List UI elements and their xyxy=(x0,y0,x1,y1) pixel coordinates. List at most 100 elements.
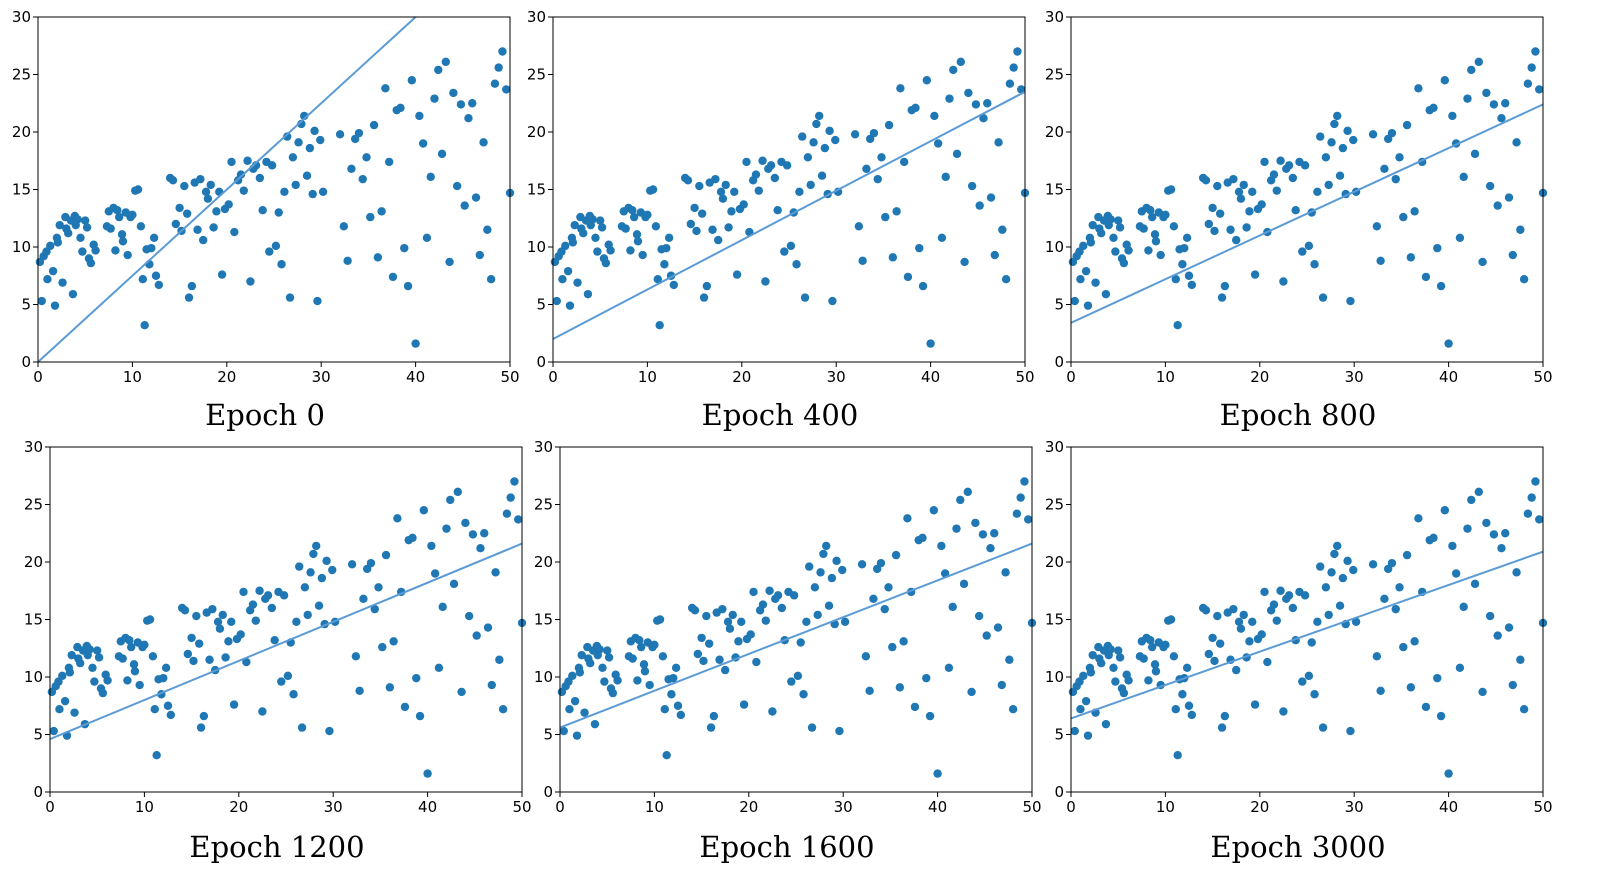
y-tick-label: 25 xyxy=(1045,496,1064,514)
data-point xyxy=(956,57,966,67)
data-point xyxy=(1399,642,1408,652)
y-tick-label: 25 xyxy=(1045,66,1064,84)
data-point xyxy=(209,223,218,232)
data-point xyxy=(227,617,236,626)
data-point xyxy=(117,230,127,239)
data-point xyxy=(1372,222,1382,231)
data-point xyxy=(1346,296,1355,306)
x-tick-label: 10 xyxy=(135,798,154,816)
data-point xyxy=(596,216,605,225)
data-point xyxy=(434,663,444,672)
data-point xyxy=(686,219,696,229)
y-tick-label: 0 xyxy=(33,783,43,801)
y-tick-label: 15 xyxy=(1045,611,1064,629)
data-point xyxy=(699,656,708,666)
data-point xyxy=(1229,604,1238,614)
data-point xyxy=(903,514,912,523)
data-point xyxy=(1245,637,1254,646)
x-tick-label: 0 xyxy=(1066,798,1076,816)
data-point xyxy=(1455,233,1465,242)
data-point xyxy=(1516,655,1525,664)
data-point xyxy=(230,227,239,237)
data-point xyxy=(810,583,820,592)
data-point xyxy=(1151,667,1161,676)
data-point xyxy=(692,226,701,236)
data-point xyxy=(1489,100,1499,109)
data-point xyxy=(645,680,654,690)
data-point xyxy=(1333,541,1342,551)
scatter-plot: 0 10 20 30 40 50 0 5 10 15 20 25 30 xyxy=(1045,8,1553,386)
data-point xyxy=(786,241,796,251)
data-point xyxy=(655,615,665,624)
data-point xyxy=(94,653,104,662)
data-point xyxy=(93,646,102,655)
x-tick-label: 50 xyxy=(1533,368,1552,386)
data-point xyxy=(600,677,609,686)
data-point xyxy=(990,250,999,260)
data-point xyxy=(598,663,607,672)
data-point xyxy=(636,642,646,652)
x-tick-label: 20 xyxy=(732,368,751,386)
data-point xyxy=(926,339,935,348)
data-point xyxy=(147,243,156,253)
data-point xyxy=(660,705,669,714)
data-point xyxy=(280,187,289,196)
data-point xyxy=(782,161,792,170)
data-point xyxy=(468,99,477,108)
fit-line xyxy=(560,542,1032,729)
data-point xyxy=(739,700,749,709)
data-point xyxy=(480,529,489,538)
data-point xyxy=(650,640,659,649)
y-tick-label: 5 xyxy=(21,296,31,314)
data-point xyxy=(1210,656,1219,666)
x-tick-label: 0 xyxy=(33,368,43,386)
data-point xyxy=(1178,690,1187,699)
data-point xyxy=(316,135,325,145)
data-point xyxy=(813,610,822,620)
data-point xyxy=(318,187,328,196)
data-point xyxy=(1497,114,1506,123)
data-point xyxy=(393,514,402,523)
data-point xyxy=(1406,683,1416,692)
data-point xyxy=(67,650,76,660)
data-point xyxy=(1395,583,1404,592)
data-point xyxy=(1346,726,1355,736)
data-point xyxy=(1489,530,1499,539)
data-point xyxy=(208,604,217,614)
data-point xyxy=(187,633,196,643)
data-point xyxy=(577,650,586,660)
data-point xyxy=(408,533,417,543)
data-point xyxy=(629,212,639,222)
y-tick-label: 10 xyxy=(12,238,31,256)
y-tick-label: 30 xyxy=(534,438,553,456)
data-point xyxy=(1242,223,1251,232)
data-point xyxy=(60,696,70,706)
data-point xyxy=(1318,723,1328,732)
y-tick-label: 15 xyxy=(527,181,546,199)
data-point xyxy=(1368,130,1378,139)
data-point xyxy=(752,657,761,667)
data-point xyxy=(1239,180,1248,190)
data-point xyxy=(1119,688,1129,698)
data-point xyxy=(464,611,474,621)
data-point xyxy=(604,653,614,662)
data-point xyxy=(510,477,519,486)
data-point xyxy=(1012,509,1022,518)
data-point xyxy=(773,206,782,215)
data-point xyxy=(1327,138,1336,147)
data-point xyxy=(1324,180,1333,190)
data-point xyxy=(138,275,147,284)
y-tick-label: 5 xyxy=(33,726,43,744)
data-point xyxy=(1527,63,1536,72)
data-point xyxy=(400,702,410,712)
data-point xyxy=(1009,63,1018,72)
data-point xyxy=(449,579,459,589)
data-point xyxy=(796,638,805,647)
data-point xyxy=(877,153,886,162)
data-point xyxy=(960,257,969,267)
data-point xyxy=(1279,707,1288,716)
data-point xyxy=(133,185,143,194)
data-point xyxy=(734,637,743,646)
data-point xyxy=(632,230,642,239)
data-point xyxy=(660,260,669,269)
